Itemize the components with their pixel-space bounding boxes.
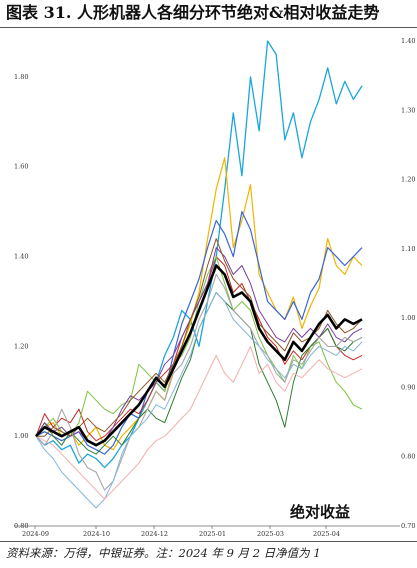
y-right-tick-label: 1.30 xyxy=(401,106,415,114)
y-left-tick-label: 1.60 xyxy=(14,163,28,171)
right-axis-ticks: 0.70 0.80 0.90 1.00 1.10 1.20 1.30 1.40 xyxy=(401,37,415,530)
figure-title: 图表 31. 人形机器人各细分环节绝对&相对收益走势 xyxy=(6,3,380,22)
x-tick-label: 2024-12 xyxy=(141,530,168,538)
left-axis-ticks: 0.801.001.201.401.601.80 xyxy=(14,73,28,530)
x-tick-label: 2025-01 xyxy=(199,530,226,538)
source-rule xyxy=(0,541,417,542)
chart-lines xyxy=(35,40,363,509)
x-tick-label: 2024-09 xyxy=(22,530,49,538)
y-right-tick-label: 0.70 xyxy=(401,522,415,530)
x-axis-ticks: 2024-09 2024-10 2024-12 2025-01 2025-03 2025-… xyxy=(22,526,340,538)
y-left-tick-label: 1.20 xyxy=(14,342,28,350)
series-line-brown xyxy=(36,238,363,437)
series-line-cyan xyxy=(35,40,363,469)
series-line-gold xyxy=(35,157,363,451)
y-right-tick-label: 1.20 xyxy=(401,176,415,184)
absolute-return-annotation: 绝对收益 xyxy=(290,503,350,521)
y-left-tick-label: 1.40 xyxy=(14,253,28,261)
series-line-gray xyxy=(35,273,363,491)
x-tick-label: 2025-03 xyxy=(257,530,284,538)
source-note: 资料来源：万得，中银证券。注：2024 年 9 月 2 日净值为 1 xyxy=(6,546,321,560)
series-line-pink xyxy=(35,345,363,500)
series-line-lightblue xyxy=(35,292,363,509)
series-line-darkgreen xyxy=(35,292,363,455)
y-right-tick-label: 1.40 xyxy=(401,37,415,45)
series-line-main xyxy=(35,264,363,447)
series-line-red xyxy=(35,256,363,442)
line-chart: 0.80 1.00 1.20 1.40 1.60 1.80 0.70 0.80 0.90 1.0… xyxy=(14,37,415,538)
x-tick-label: 2024-10 xyxy=(83,530,110,538)
y-right-tick-label: 0.90 xyxy=(401,383,415,391)
y-right-tick-label: 0.80 xyxy=(401,453,415,461)
title-rule xyxy=(0,27,417,28)
y-left-tick-label: 1.00 xyxy=(14,432,28,440)
y-left-tick-label: 1.80 xyxy=(14,73,28,81)
y-right-tick-label: 1.00 xyxy=(401,314,415,322)
x-tick-label: 2025-04 xyxy=(313,530,340,538)
y-right-tick-label: 1.10 xyxy=(401,245,415,253)
series-line-blue xyxy=(35,211,363,455)
